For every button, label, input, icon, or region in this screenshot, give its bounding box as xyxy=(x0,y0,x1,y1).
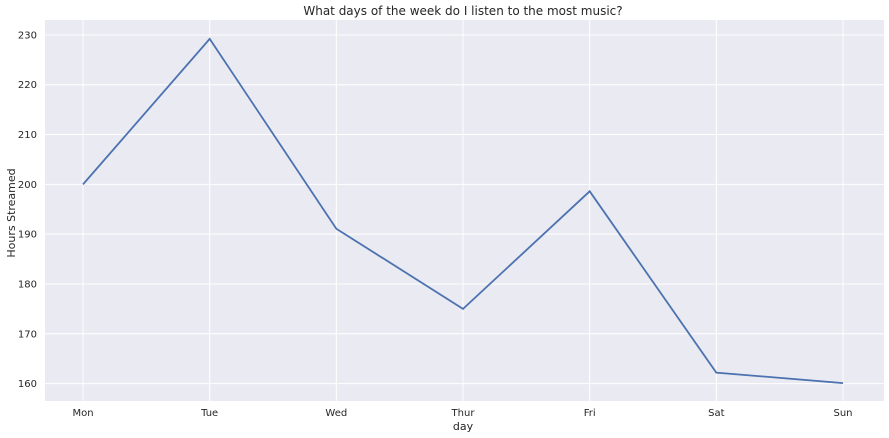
y-tick-label: 190 xyxy=(18,230,37,241)
y-tick-labels: 160 170 180 190 200 210 220 230 xyxy=(18,30,37,390)
y-tick-label: 220 xyxy=(18,80,37,91)
y-gridlines xyxy=(45,34,884,385)
y-tick-label: 200 xyxy=(18,180,37,191)
x-tick-label: Mon xyxy=(72,408,93,419)
x-tick-label: Thur xyxy=(451,408,476,419)
series-line xyxy=(82,37,844,384)
x-axis-label: day xyxy=(453,420,474,433)
y-tick-label: 170 xyxy=(18,329,37,340)
y-tick-label: 230 xyxy=(18,30,37,41)
x-tick-label: Sat xyxy=(708,408,724,419)
y-tick-label: 160 xyxy=(18,379,37,390)
y-tick-label: 210 xyxy=(18,130,37,141)
x-tick-labels: Mon Tue Wed Thur Fri Sat Sun xyxy=(72,408,852,419)
x-tick-label: Sun xyxy=(833,408,852,419)
x-tick-label: Tue xyxy=(200,408,218,419)
chart-title: What days of the week do I listen to the… xyxy=(303,4,622,18)
y-tick-label: 180 xyxy=(18,279,37,290)
x-gridlines xyxy=(82,20,844,401)
plot-area xyxy=(45,20,884,401)
y-axis-label: Hours Streamed xyxy=(5,168,18,257)
x-tick-label: Fri xyxy=(584,408,596,419)
x-tick-label: Wed xyxy=(325,408,347,419)
